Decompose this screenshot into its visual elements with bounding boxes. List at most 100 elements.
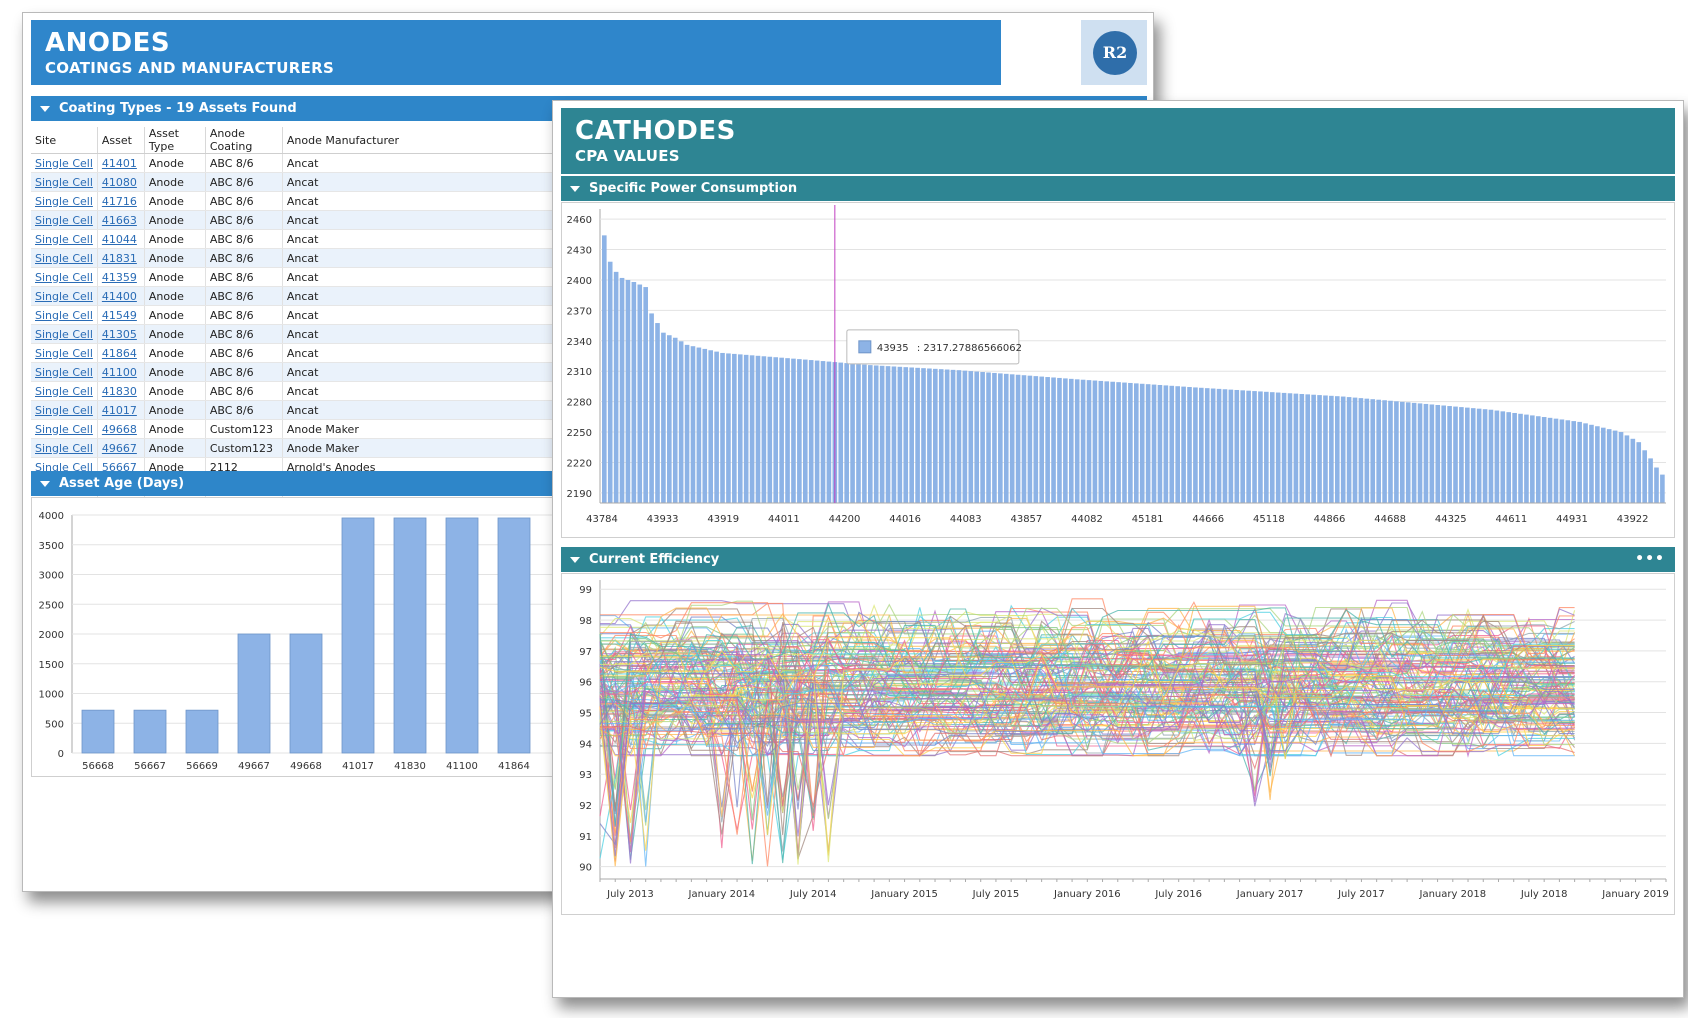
site-cell[interactable]: Single Cell [31, 191, 98, 211]
asset-cell[interactable]: 41830 [97, 381, 145, 401]
asset-link[interactable]: 41400 [101, 289, 137, 303]
spc-bar [1240, 390, 1246, 503]
site-link[interactable]: Single Cell [35, 232, 93, 246]
asset-cell[interactable]: 49668 [97, 419, 145, 439]
asset-link[interactable]: 41017 [101, 403, 137, 417]
site-link[interactable]: Single Cell [35, 175, 93, 189]
site-link[interactable]: Single Cell [35, 327, 93, 341]
y-tick-label: 1000 [39, 690, 64, 701]
ce-section-header[interactable]: Current Efficiency ••• [561, 547, 1675, 572]
asset-cell[interactable]: 41400 [97, 286, 145, 306]
ce-series-line [600, 614, 1575, 674]
spc-section-header[interactable]: Specific Power Consumption [561, 176, 1675, 201]
spc-bar [678, 341, 684, 503]
site-link[interactable]: Single Cell [35, 213, 93, 227]
more-options-icon[interactable]: ••• [1635, 551, 1665, 567]
asset-cell[interactable]: 49667 [97, 438, 145, 458]
site-link[interactable]: Single Cell [35, 308, 93, 322]
asset-link[interactable]: 49667 [101, 441, 137, 455]
asset-link[interactable]: 41549 [101, 308, 137, 322]
asset-link[interactable]: 41401 [101, 156, 137, 170]
site-cell[interactable]: Single Cell [31, 172, 98, 192]
site-cell[interactable]: Single Cell [31, 400, 98, 420]
asset-link[interactable]: 49668 [101, 422, 137, 436]
spc-bar [1565, 420, 1571, 503]
asset-cell[interactable]: 41831 [97, 248, 145, 268]
asset-cell[interactable]: 41080 [97, 172, 145, 192]
site-link[interactable]: Single Cell [35, 194, 93, 208]
asset-link[interactable]: 41864 [101, 346, 137, 360]
site-link[interactable]: Single Cell [35, 403, 93, 417]
asset-cell[interactable]: 41549 [97, 305, 145, 325]
ce-chart[interactable]: 90 91 92 93 94 95 96 97 98 99 July 2013 January 201… [562, 574, 1674, 914]
site-cell[interactable]: Single Cell [31, 419, 98, 439]
asset-link[interactable]: 41080 [101, 175, 137, 189]
asset-cell[interactable]: 41716 [97, 191, 145, 211]
spc-bar [1051, 377, 1056, 503]
asset-cell[interactable]: 41017 [97, 400, 145, 420]
asset-cell[interactable]: 41401 [97, 153, 145, 173]
site-cell[interactable]: Single Cell [31, 286, 98, 306]
site-cell[interactable]: Single Cell [31, 381, 98, 401]
asset-link[interactable]: 41830 [101, 384, 137, 398]
asset-link[interactable]: 41663 [101, 213, 137, 227]
site-cell[interactable]: Single Cell [31, 362, 98, 382]
site-cell[interactable]: Single Cell [31, 305, 98, 325]
column-header-anode-coating[interactable]: Anode Coating [205, 127, 283, 154]
x-tick-label: January 2014 [688, 889, 756, 900]
asset-link[interactable]: 41359 [101, 270, 137, 284]
asset-link[interactable]: 41044 [101, 232, 137, 246]
spc-bar [1210, 388, 1216, 503]
asset-link[interactable]: 56667 [101, 460, 137, 474]
x-tick-label: 43933 [647, 514, 679, 525]
site-cell[interactable]: Single Cell [31, 153, 98, 173]
site-link[interactable]: Single Cell [35, 365, 93, 379]
cathodes-subtitle: CPA VALUES [575, 147, 680, 165]
spc-bar [637, 284, 643, 503]
site-cell[interactable]: Single Cell [31, 248, 98, 268]
spc-bar [1441, 405, 1446, 503]
spc-bar [1382, 400, 1387, 503]
asset-link[interactable]: 41716 [101, 194, 137, 208]
collapse-triangle-icon[interactable] [570, 557, 580, 563]
site-cell[interactable]: Single Cell [31, 267, 98, 287]
site-link[interactable]: Single Cell [35, 384, 93, 398]
asset-type-cell: Anode [144, 438, 206, 458]
spc-bar [696, 347, 702, 503]
asset-cell[interactable]: 41305 [97, 324, 145, 344]
site-link[interactable]: Single Cell [35, 441, 93, 455]
asset-link[interactable]: 41831 [101, 251, 137, 265]
site-cell[interactable]: Single Cell [31, 438, 98, 458]
site-link[interactable]: Single Cell [35, 251, 93, 265]
site-cell[interactable]: Single Cell [31, 229, 98, 249]
collapse-triangle-icon[interactable] [40, 106, 50, 112]
site-link[interactable]: Single Cell [35, 460, 93, 474]
asset-cell[interactable]: 41359 [97, 267, 145, 287]
asset-link[interactable]: 41305 [101, 327, 137, 341]
collapse-triangle-icon[interactable] [570, 186, 580, 192]
spc-chart[interactable]: 2190 2220 2250 2280 2310 2340 2370 2400 2430 2460… [562, 203, 1674, 537]
asset-cell[interactable]: 41044 [97, 229, 145, 249]
asset-link[interactable]: 41100 [101, 365, 137, 379]
spc-bar [1654, 467, 1659, 503]
column-header-asset-type[interactable]: Asset Type [144, 127, 206, 154]
site-link[interactable]: Single Cell [35, 422, 93, 436]
site-link[interactable]: Single Cell [35, 270, 93, 284]
asset-cell[interactable]: 41100 [97, 362, 145, 382]
spc-bar [1346, 397, 1352, 503]
site-cell[interactable]: Single Cell [31, 343, 98, 363]
ce-series-line [599, 681, 1575, 846]
column-header-site[interactable]: Site [31, 127, 98, 154]
column-header-asset[interactable]: Asset [97, 127, 145, 154]
ce-series-line [600, 679, 1575, 743]
site-cell[interactable]: Single Cell [31, 324, 98, 344]
asset-type-cell: Anode [144, 267, 206, 287]
x-tick-label: 56669 [186, 761, 218, 772]
asset-cell[interactable]: 41864 [97, 343, 145, 363]
site-link[interactable]: Single Cell [35, 289, 93, 303]
site-link[interactable]: Single Cell [35, 156, 93, 170]
site-cell[interactable]: Single Cell [31, 210, 98, 230]
collapse-triangle-icon[interactable] [40, 481, 50, 487]
asset-cell[interactable]: 41663 [97, 210, 145, 230]
site-link[interactable]: Single Cell [35, 346, 93, 360]
